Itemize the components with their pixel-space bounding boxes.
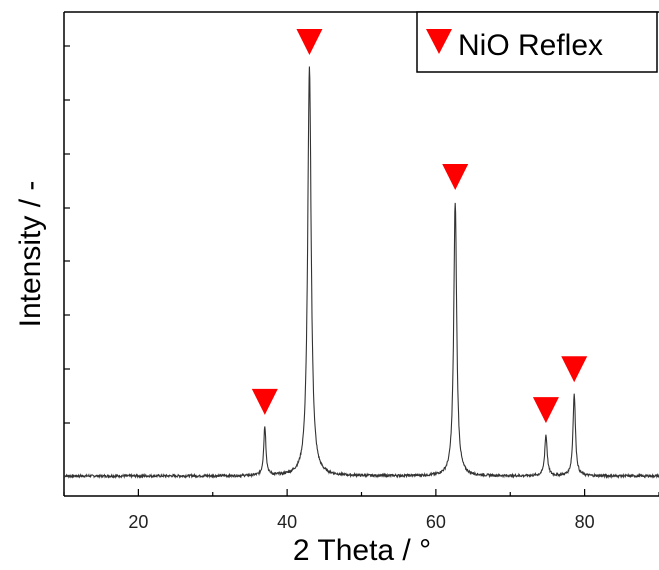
diffraction-series-line — [63, 66, 659, 480]
nio-reflex-marker — [561, 356, 588, 383]
legend-label: NiO Reflex — [458, 29, 603, 62]
legend-marker-red-triangle — [426, 29, 452, 54]
nio-reflex-marker — [251, 388, 278, 415]
x-ticks: 20 40 60 80 — [63, 489, 659, 532]
nio-reflex-marker — [442, 163, 469, 190]
y-ticks — [64, 45, 70, 477]
axes — [63, 11, 659, 497]
x-tick-label: 20 — [128, 512, 148, 532]
x-tick-label: 40 — [277, 512, 297, 532]
nio-reflex-marker — [296, 29, 323, 55]
nio-reflex-marker — [532, 397, 559, 424]
legend: NiO Reflex — [416, 11, 658, 73]
x-tick-label: 80 — [575, 512, 595, 532]
peak-markers — [251, 29, 588, 424]
legend-box — [416, 11, 658, 73]
x-axis-title: 2 Theta / ° — [293, 534, 431, 567]
y-axis-title: Intensity / - — [14, 181, 47, 328]
x-tick-label: 60 — [426, 512, 446, 532]
